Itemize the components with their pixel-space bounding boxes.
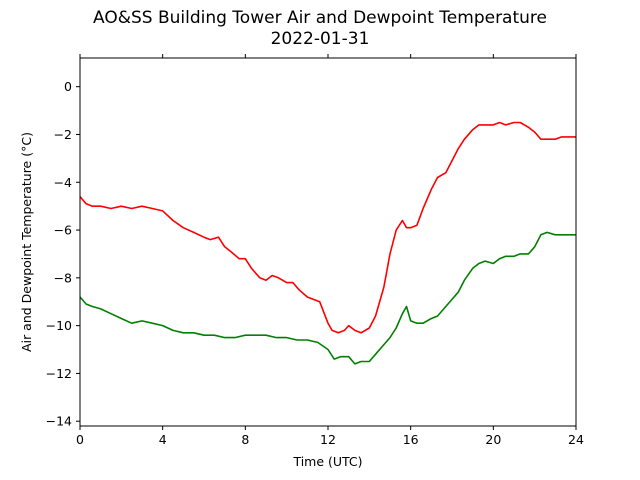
y-tick-label: −14 [46,414,72,429]
y-tick-label: −4 [54,175,72,190]
y-axis-label: Air and Dewpoint Temperature (°C) [19,132,34,352]
x-tick-label: 24 [568,432,584,447]
y-tick-label: 0 [64,79,72,94]
y-tick-label: −12 [46,366,72,381]
chart-title-block: AO&SS Building Tower Air and Dewpoint Te… [0,8,640,50]
y-tick-label: −6 [54,223,72,238]
y-tick-label: −2 [54,127,72,142]
chart-subtitle: 2022-01-31 [270,29,370,49]
x-tick-label: 0 [76,432,84,447]
axis-layer: 0 4 8 12 16 20 24 0 −2 −4 −6 −8 −10 −12 −14 [46,54,584,447]
series-line-1 [79,121,576,334]
y-tick-label: −10 [46,318,72,333]
series-layer [79,121,576,365]
y-tick-label: −8 [54,270,72,285]
x-tick-label: 4 [159,432,167,447]
x-tick-label: 8 [241,432,249,447]
x-tick-label: 16 [403,432,419,447]
plot-frame [79,57,577,427]
x-tick-label: 12 [320,432,336,447]
x-tick-label: 20 [485,432,501,447]
series-line-2 [79,231,576,365]
x-axis-label: Time (UTC) [292,454,362,469]
chart-title: AO&SS Building Tower Air and Dewpoint Te… [92,8,547,28]
